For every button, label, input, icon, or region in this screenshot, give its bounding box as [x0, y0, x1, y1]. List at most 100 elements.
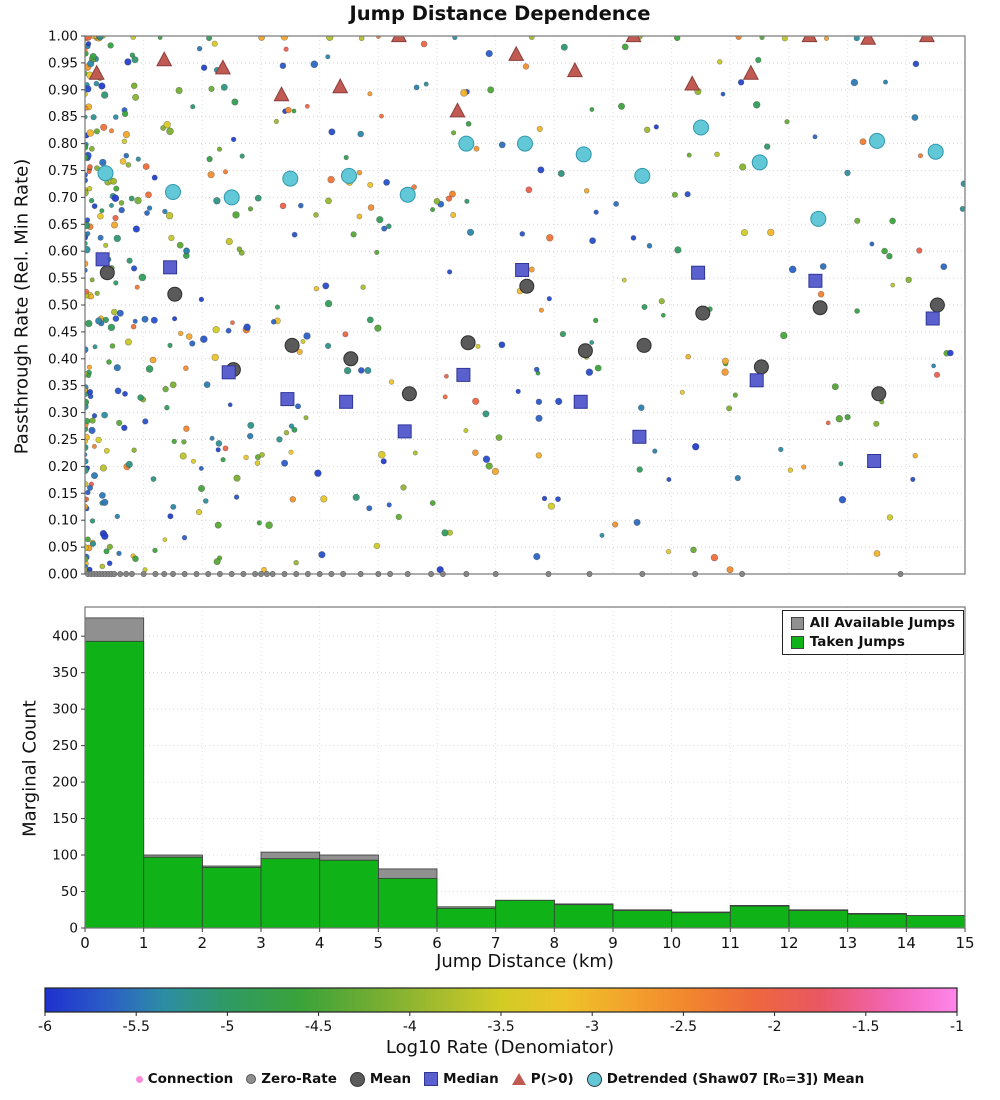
connection-point — [621, 43, 629, 51]
bar-taken — [495, 899, 555, 929]
connection-point — [831, 383, 839, 391]
y-tick-label: 100 — [52, 848, 78, 864]
connection-point — [93, 128, 100, 135]
connection-point — [97, 212, 104, 220]
x-tick-label: 10 — [662, 934, 681, 952]
connection-point — [254, 194, 262, 202]
x-tick-label: 8 — [550, 934, 560, 952]
connection-point — [119, 158, 127, 165]
p-greater-zero-point — [449, 102, 466, 118]
connection-point — [911, 114, 919, 121]
connection-point — [223, 169, 229, 175]
connection-point — [380, 458, 387, 465]
y-tick-label: 0.15 — [48, 486, 78, 502]
connection-point — [666, 476, 672, 482]
connection-point — [674, 36, 681, 42]
connection-point — [291, 108, 297, 114]
connection-point — [89, 145, 95, 152]
connection-point — [528, 266, 535, 273]
connection-point — [611, 521, 619, 528]
connection-point — [465, 120, 472, 127]
connection-point — [112, 214, 119, 222]
connection-point — [145, 365, 154, 373]
connection-point — [114, 387, 122, 395]
connection-point — [106, 560, 113, 567]
connection-point — [85, 231, 91, 237]
connection-point — [85, 85, 92, 93]
connection-point — [195, 508, 203, 516]
connection-point — [85, 319, 93, 328]
connection-point — [109, 343, 116, 349]
legend-item-all-available-jumps: All Available Jumps — [790, 615, 955, 631]
mean-point — [929, 297, 945, 313]
connection-point — [498, 341, 506, 349]
connection-point — [91, 472, 99, 480]
p-greater-zero-point — [508, 45, 525, 61]
connection-point — [905, 276, 912, 283]
connection-point — [247, 421, 255, 429]
connection-point — [157, 36, 163, 40]
connection-point — [726, 405, 733, 412]
connection-point — [227, 402, 233, 408]
detrended-mean-point — [751, 154, 768, 171]
median-point — [808, 273, 823, 288]
connection-point — [658, 298, 665, 305]
x-tick-label: 13 — [838, 934, 857, 952]
median-point — [95, 252, 110, 267]
connection-point — [429, 500, 436, 506]
connection-point — [691, 443, 700, 451]
connection-point — [327, 175, 335, 184]
connection-point — [165, 212, 174, 220]
connection-point — [367, 204, 375, 211]
connection-point — [838, 496, 847, 504]
y-tick-label: 0.50 — [48, 298, 78, 314]
y-tick-label: 250 — [52, 738, 78, 754]
connection-point — [233, 494, 240, 500]
connection-point — [87, 60, 95, 68]
connection-point — [732, 392, 738, 398]
bar-taken — [905, 915, 966, 929]
connection-point — [91, 203, 98, 209]
connection-point — [386, 502, 392, 508]
connection-point — [176, 241, 184, 249]
connection-point — [213, 197, 221, 205]
detrended-mean-point — [869, 132, 885, 149]
connection-point — [660, 312, 666, 318]
connection-point — [859, 138, 867, 146]
connection-point — [819, 263, 827, 270]
connection-point — [103, 242, 109, 248]
connection-point — [460, 89, 468, 97]
y-tick-label: 150 — [52, 811, 78, 827]
connection-point — [261, 566, 267, 573]
colorbar-tick-label: -2.5 — [670, 1019, 697, 1035]
connection-point — [714, 151, 720, 158]
connection-point — [472, 397, 480, 405]
connection-point — [466, 228, 475, 236]
detrended-mean-point — [223, 189, 240, 206]
connection-point — [491, 467, 500, 476]
connection-point — [132, 225, 140, 233]
connection-point — [310, 60, 319, 69]
mean-marker-icon — [349, 1071, 365, 1087]
colorbar: -6 -5.5 -5 -4.5 -4 -3.5 -3 -2.5 -2 -1.5 -1 — [38, 987, 964, 1035]
connection-point — [633, 518, 641, 526]
connection-point — [103, 548, 110, 555]
connection-point — [254, 460, 261, 466]
connection-point — [85, 417, 91, 425]
p-greater-zero-point — [88, 64, 105, 80]
connection-point — [259, 452, 265, 458]
x-tick-label: 3 — [256, 934, 266, 952]
median-point — [397, 424, 412, 439]
connection-point — [86, 389, 94, 396]
connection-point — [388, 379, 395, 385]
y-tick-label: 0.20 — [48, 459, 78, 475]
detrended-mean-point — [458, 135, 475, 152]
colorbar-tick-label: -4 — [403, 1019, 417, 1035]
connection-point — [91, 443, 97, 449]
mean-point — [636, 337, 652, 353]
connection-point — [134, 284, 140, 290]
connection-point — [679, 389, 685, 395]
x-tick-label: 12 — [779, 934, 798, 952]
connection-point — [740, 229, 748, 237]
